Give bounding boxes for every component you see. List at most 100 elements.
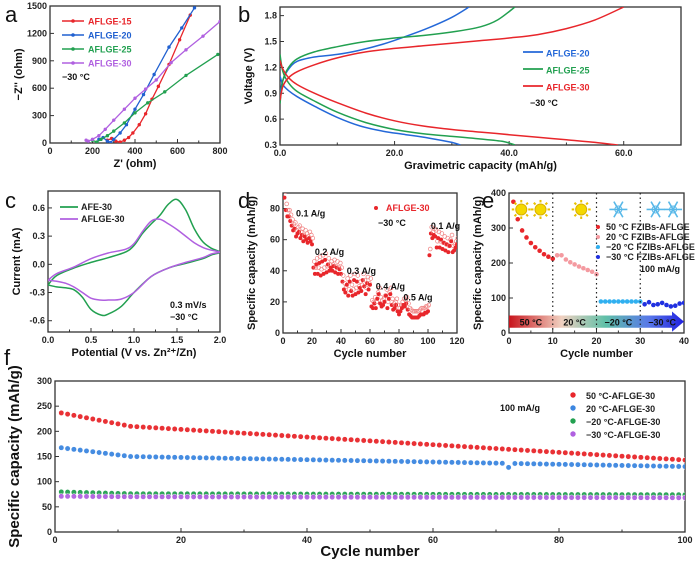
data-point [486,460,493,466]
y-tick-label: 1200 [27,28,47,38]
sun-ray [525,202,529,206]
data-point [177,38,182,42]
data-point [417,458,424,465]
data-point-open [368,276,374,281]
data-point [322,494,329,501]
data-point [505,446,512,453]
data-point [518,494,525,501]
data-point [581,461,588,468]
x-tick-label: 40 [302,535,312,545]
data-point [222,493,229,500]
data-point [631,454,638,460]
y-tick-label: 0.6 [32,203,45,213]
data-point [64,493,71,500]
data-point [650,455,657,462]
data-point [606,494,613,501]
data-point [625,494,632,501]
data-point-open [283,193,287,194]
x-tick-label: 20 [176,535,186,545]
data-point [103,127,107,131]
data-point [297,494,304,501]
y-axis-label: Specific capacity (mAh/g) [472,196,484,330]
legend-label: −30 °C-AFLGE-30 [586,430,660,440]
data-point [302,234,307,239]
data-point [272,494,279,500]
data-point-open [406,301,411,306]
data-point-open [426,302,432,308]
y-axis-label: Specific capacity (mAh/g) [6,365,23,548]
data-point-open [341,273,346,278]
data-point [115,420,121,427]
data-point [541,251,547,257]
y-tick-label: 300 [32,111,47,121]
data-point [455,494,462,501]
data-point [156,84,161,89]
data-point [349,289,354,293]
x-tick-label: 400 [127,146,142,156]
legend-marker [71,33,75,37]
y-tick-label: 300 [491,223,506,233]
data-point [77,447,84,454]
y-tick-label: 150 [37,452,52,462]
data-point [146,424,153,431]
data-point [310,456,317,463]
data-point [511,460,518,467]
data-point [341,494,348,501]
x-axis-label: Cycle number [320,543,419,560]
data-point [447,243,452,248]
data-point [58,444,65,451]
data-point [549,449,556,455]
data-point [650,494,657,501]
data-point [404,440,411,447]
data-point [611,299,617,304]
data-point [568,450,575,457]
data-point [322,457,329,463]
data-point [297,456,304,463]
data-point [398,458,405,465]
data-point [335,435,342,442]
data-point [493,445,499,452]
cv-curve [48,218,220,301]
x-tick-label: 1.5 [171,335,184,345]
data-point [291,494,298,501]
sun-ray [544,213,548,217]
sun-icon [531,199,550,219]
data-point [159,425,166,432]
data-point [360,437,367,444]
data-point [360,494,367,501]
data-point [105,139,110,143]
data-point [64,411,71,418]
sun-ray [573,202,577,206]
data-point [389,303,394,307]
data-point [663,494,670,501]
y-tick-label: 100 [491,293,506,303]
data-point [218,19,220,24]
data-point [373,494,380,501]
data-point [392,439,399,446]
data-point [581,450,588,457]
data-point [286,214,291,219]
data-point [184,454,191,461]
data-point [234,455,241,462]
data-point [672,303,678,309]
snowflake-icon [646,201,665,218]
data-point [442,442,449,449]
data-point [96,493,103,500]
data-point [642,302,647,307]
data-point [598,299,604,304]
y-axis-label: Specific capacity (mAh/g) [246,196,258,330]
data-point [530,447,537,454]
data-point [348,457,355,464]
data-point [108,140,113,143]
data-point [682,457,685,463]
data-point [404,301,409,306]
data-point [392,306,397,311]
x-tick-label: 40 [336,336,346,346]
x-tick-label: 10 [548,336,558,346]
x-tick-label: 800 [212,146,227,156]
data-point [625,453,632,460]
rate-label: 0.3 A/g [347,266,376,276]
data-point [417,440,424,447]
legend-label: AFLGE-30 [88,59,132,69]
x-tick-label: 20 [591,336,601,346]
